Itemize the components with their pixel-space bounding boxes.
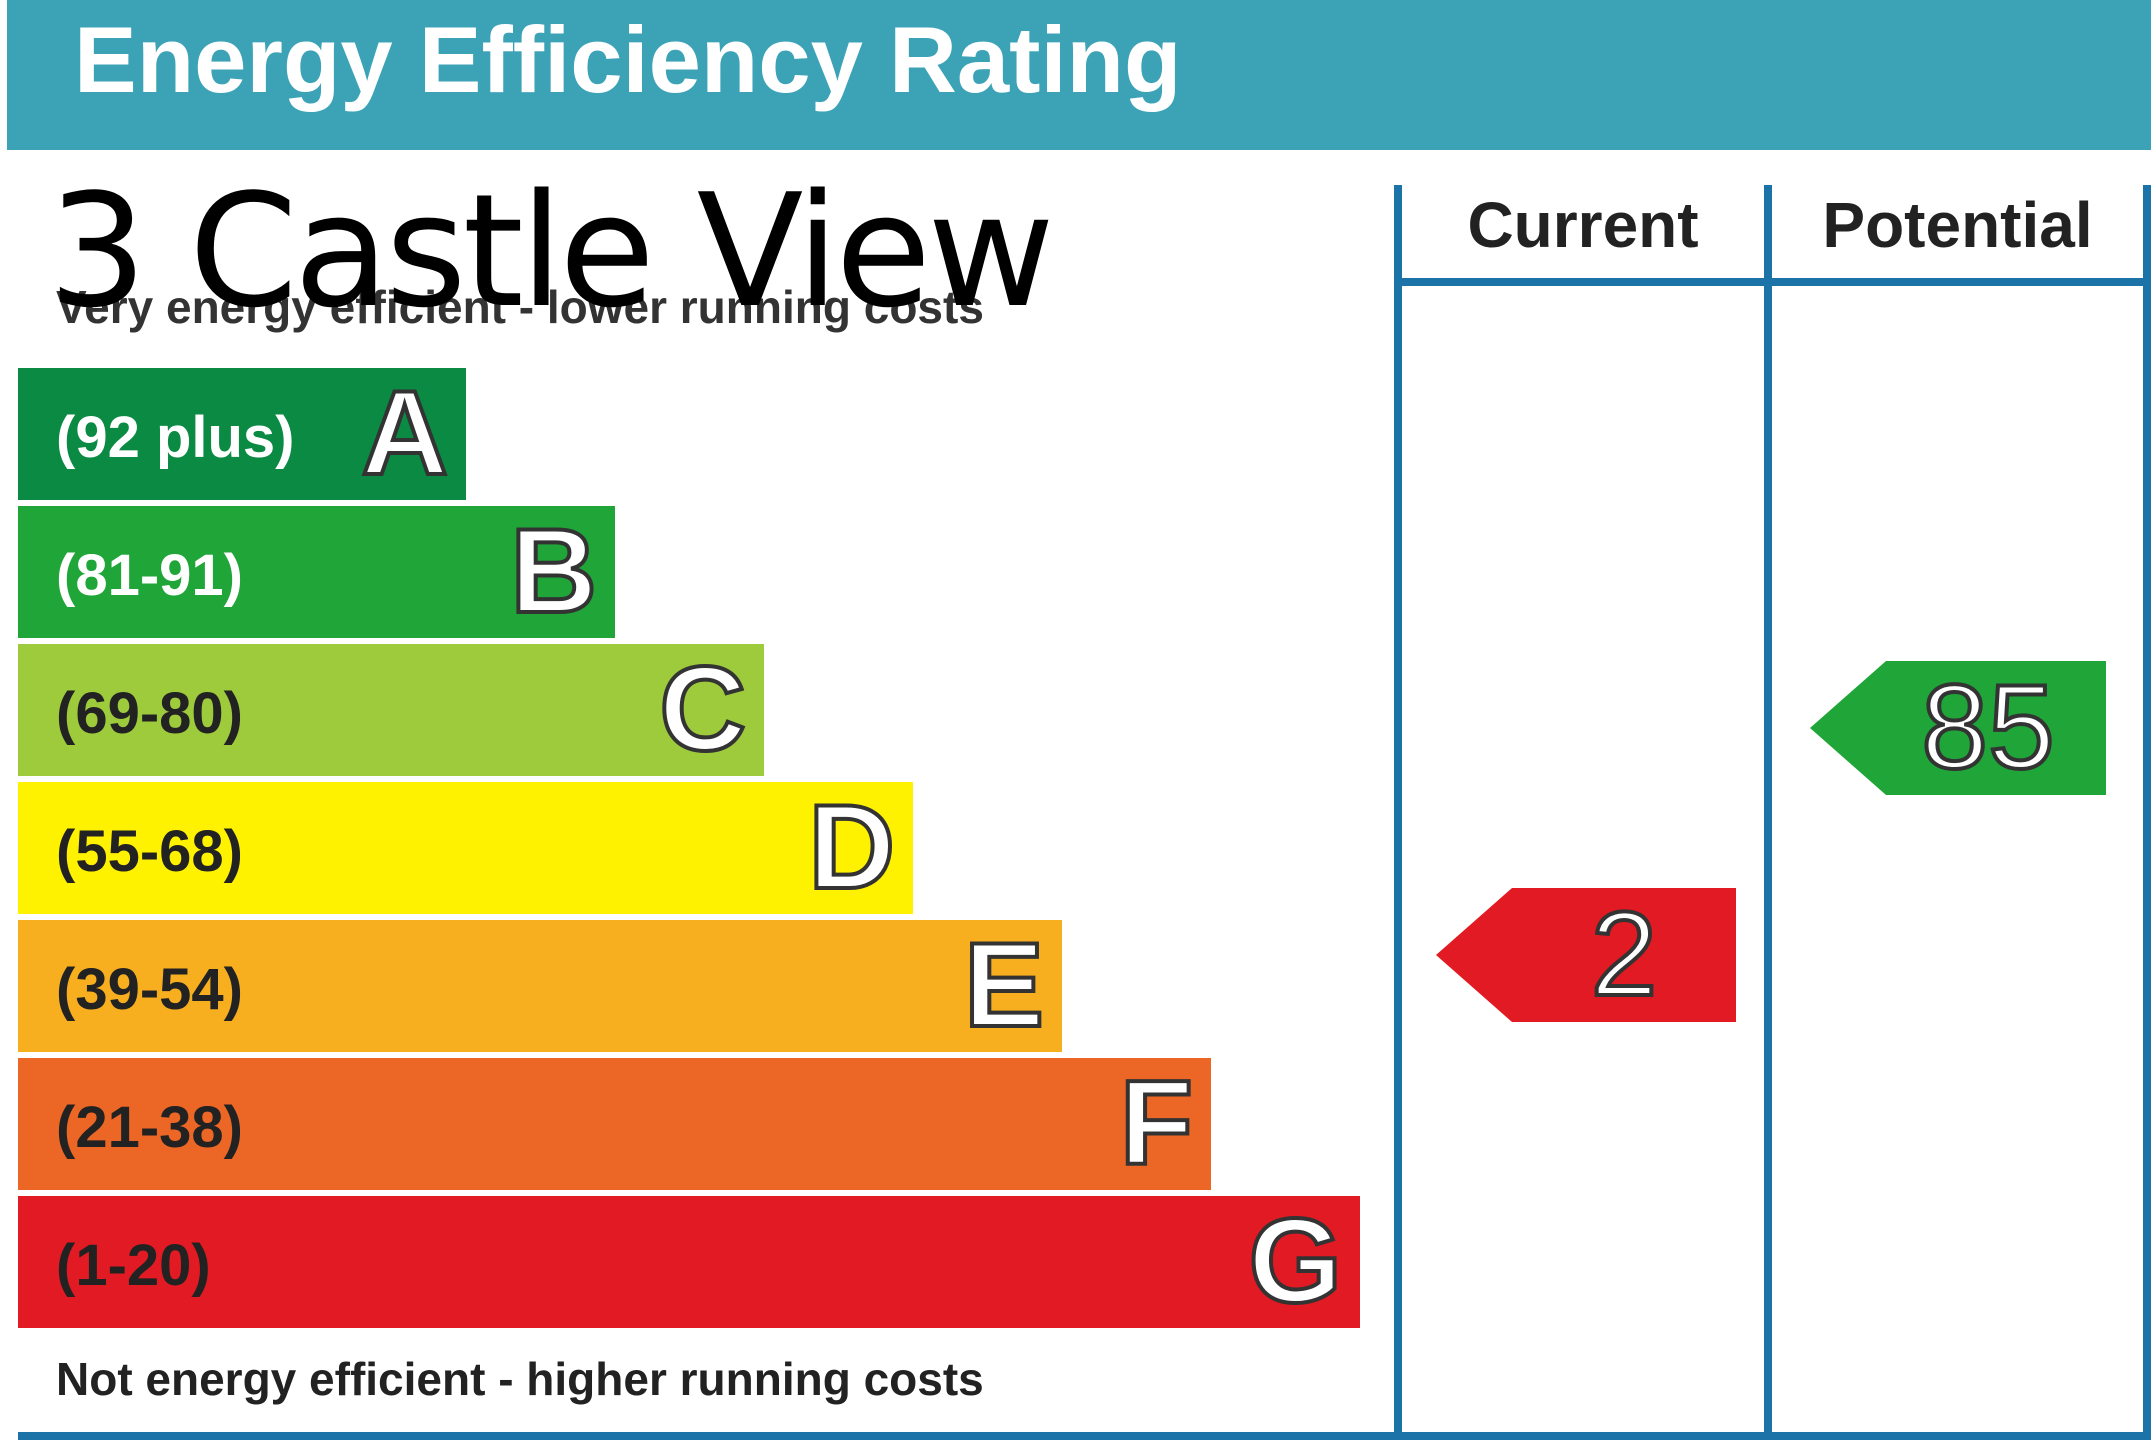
potential-arrow-shape [1810, 661, 2106, 795]
band-e: (39-54) E [18, 920, 1062, 1052]
column-divider-right [2143, 185, 2151, 1440]
band-a: (92 plus) A [18, 368, 466, 500]
potential-column-header: Potential [1822, 189, 2093, 261]
column-header-underline [1394, 278, 2151, 286]
top-caption: Very energy efficient - lower running co… [56, 281, 984, 333]
band-c: (69-80) C [18, 644, 764, 776]
band-d: (55-68) D [18, 782, 913, 914]
band-g-letter: G [1247, 1194, 1344, 1328]
band-c-letter: C [657, 642, 748, 776]
band-f: (21-38) F [18, 1058, 1211, 1190]
band-f-letter: F [1118, 1056, 1195, 1190]
column-divider-left [1394, 185, 1402, 1440]
band-g: (1-20) G [18, 1196, 1360, 1328]
band-b: (81-91) B [18, 506, 615, 638]
band-e-range: (39-54) [56, 957, 243, 1022]
current-column-header: Current [1467, 189, 1699, 261]
band-a-range: (92 plus) [56, 405, 295, 470]
current-rating-value: 2 [1589, 887, 1660, 1021]
header-bar-notch [1300, 137, 2151, 150]
band-f-range: (21-38) [56, 1095, 243, 1160]
potential-rating-value: 85 [1919, 660, 2056, 794]
band-a-letter: A [359, 366, 450, 500]
column-divider-middle [1764, 185, 1772, 1440]
band-b-range: (81-91) [56, 543, 243, 608]
bottom-border [18, 1432, 2151, 1440]
chart-title: Energy Efficiency Rating [74, 7, 1182, 112]
current-arrow-shape [1436, 888, 1736, 1022]
band-d-range: (55-68) [56, 819, 243, 884]
band-c-range: (69-80) [56, 681, 243, 746]
property-address: 3 Castle View [48, 160, 1055, 342]
bottom-caption: Not energy efficient - higher running co… [56, 1353, 984, 1405]
band-e-letter: E [962, 918, 1046, 1052]
band-d-letter: D [806, 780, 897, 914]
band-g-range: (1-20) [56, 1233, 211, 1298]
band-b-letter: B [508, 504, 599, 638]
header-bar [7, 0, 2151, 150]
